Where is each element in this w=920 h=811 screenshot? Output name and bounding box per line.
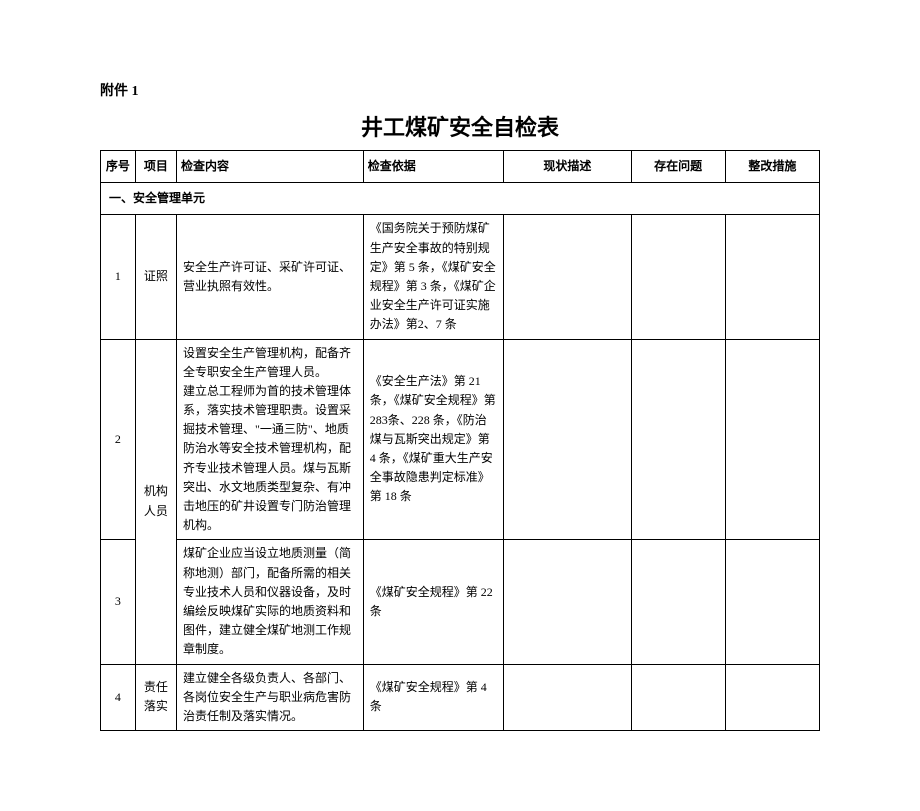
inspection-table: 序号 项目 检查内容 检查依据 现状描述 存在问题 整改措施 一、安全管理单元 … — [100, 150, 820, 731]
basis-cell: 《国务院关于预防煤矿生产安全事故的特别规定》第 5 条，《煤矿安全规程》第 3 … — [363, 215, 503, 339]
table-row: 2 机构人员 设置安全生产管理机构，配备齐全专职安全生产管理人员。 建立总工程师… — [101, 339, 820, 540]
attachment-label: 附件 1 — [100, 80, 820, 100]
problem-cell — [631, 339, 725, 540]
content-cell: 设置安全生产管理机构，配备齐全专职安全生产管理人员。 建立总工程师为首的技术管理… — [177, 339, 364, 540]
status-cell — [504, 540, 631, 664]
content-cell: 煤矿企业应当设立地质测量（简称地测）部门，配备所需的相关专业技术人员和仪器设备，… — [177, 540, 364, 664]
measure-cell — [725, 664, 819, 731]
basis-cell: 《煤矿安全规程》第 22条 — [363, 540, 503, 664]
measure-cell — [725, 540, 819, 664]
problem-cell — [631, 540, 725, 664]
seq-cell: 4 — [101, 664, 136, 731]
status-cell — [504, 215, 631, 339]
col-header-basis: 检查依据 — [363, 151, 503, 183]
table-row: 4 责任落实 建立健全各级负责人、各部门、各岗位安全生产与职业病危害防治责任制及… — [101, 664, 820, 731]
col-header-project: 项目 — [135, 151, 176, 183]
status-cell — [504, 339, 631, 540]
table-row: 1 证照 安全生产许可证、采矿许可证、营业执照有效性。 《国务院关于预防煤矿生产… — [101, 215, 820, 339]
table-row: 3 煤矿企业应当设立地质测量（简称地测）部门，配备所需的相关专业技术人员和仪器设… — [101, 540, 820, 664]
col-header-seq: 序号 — [101, 151, 136, 183]
project-cell: 证照 — [135, 215, 176, 339]
section-title-1: 一、安全管理单元 — [101, 183, 820, 215]
seq-cell: 1 — [101, 215, 136, 339]
col-header-measure: 整改措施 — [725, 151, 819, 183]
section-row-1: 一、安全管理单元 — [101, 183, 820, 215]
problem-cell — [631, 215, 725, 339]
content-cell: 安全生产许可证、采矿许可证、营业执照有效性。 — [177, 215, 364, 339]
project-cell: 责任落实 — [135, 664, 176, 731]
project-cell: 机构人员 — [135, 339, 176, 664]
seq-cell: 3 — [101, 540, 136, 664]
header-row: 序号 项目 检查内容 检查依据 现状描述 存在问题 整改措施 — [101, 151, 820, 183]
seq-cell: 2 — [101, 339, 136, 540]
basis-cell: 《安全生产法》第 21 条，《煤矿安全规程》第 283条、228 条，《防治煤与… — [363, 339, 503, 540]
status-cell — [504, 664, 631, 731]
problem-cell — [631, 664, 725, 731]
measure-cell — [725, 339, 819, 540]
basis-cell: 《煤矿安全规程》第 4 条 — [363, 664, 503, 731]
measure-cell — [725, 215, 819, 339]
content-cell: 建立健全各级负责人、各部门、各岗位安全生产与职业病危害防治责任制及落实情况。 — [177, 664, 364, 731]
col-header-content: 检查内容 — [177, 151, 364, 183]
document-title: 井工煤矿安全自检表 — [100, 110, 820, 142]
col-header-status: 现状描述 — [504, 151, 631, 183]
col-header-problem: 存在问题 — [631, 151, 725, 183]
